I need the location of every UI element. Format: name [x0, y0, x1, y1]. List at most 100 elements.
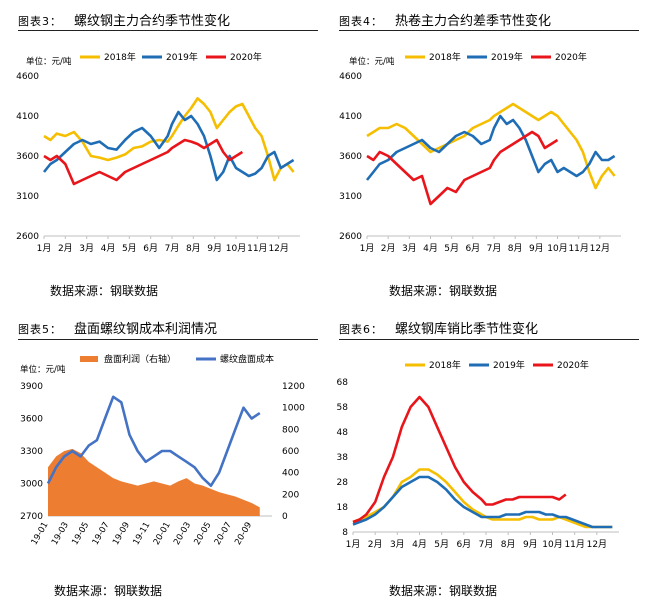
- series-line: [366, 130, 559, 206]
- y2-tick-label: 800: [282, 425, 299, 435]
- chart-panel-4: 图表6： 螺纹钢库销比季节性变化 8 18 28 38 48 58 68 1月 2月 3月 4月 5月 6…: [323, 304, 646, 608]
- y-tick-label: 3600: [20, 415, 43, 425]
- legend-label: 2018年: [429, 359, 461, 371]
- y2-tick-label: 400: [282, 469, 299, 479]
- y-tick-label: 3300: [20, 447, 43, 457]
- x-tick-label: 7月: [165, 243, 180, 254]
- x-tick-label: 1月: [360, 243, 375, 254]
- y-tick-label: 48: [337, 428, 349, 438]
- x-tick-label: 20-09: [233, 521, 254, 547]
- legend-label: 螺纹盘面成本: [220, 353, 274, 365]
- chart-title-text-1: 螺纹钢主力合约季节性变化: [74, 14, 231, 29]
- x-tick-label: 19-01: [30, 521, 51, 547]
- legend-label: 2018年: [429, 51, 461, 63]
- x-tick-label: 19-07: [91, 521, 112, 547]
- y-tick-label: 68: [337, 378, 349, 388]
- chart-4-svg: 8 18 28 38 48 58 68 1月 2月 3月 4月 5月 6月 7月 8月 9月 10月 11月 12月…: [337, 359, 619, 550]
- y-tick-label: 58: [337, 403, 349, 413]
- title-rule-3: [18, 339, 318, 340]
- chart-1-svg: 单位：元/吨 2600 3100 3600 4100 4600 1月 2月 3月 4月 5月 6月 7月…: [16, 51, 300, 254]
- x-tick-label: 12月: [587, 539, 607, 550]
- unit-label: 单位：元/吨: [26, 56, 72, 67]
- y-tick-label: 2700: [20, 512, 43, 522]
- x-tick-label: 1月: [346, 539, 361, 550]
- x-tick-label: 9月: [207, 243, 222, 254]
- chart-title-1: 图表3： 螺纹钢主力合约季节性变化: [18, 10, 230, 29]
- x-tick-label: 3月: [402, 243, 417, 254]
- chart-title-2: 图表4： 热卷主力合约差季节性变化: [339, 10, 551, 29]
- x-tick-label: 9月: [523, 539, 538, 550]
- x-tick-label: 3月: [390, 539, 405, 550]
- x-tick-label: 19-11: [131, 521, 152, 547]
- y-tick-label: 3600: [16, 152, 39, 162]
- data-source-1: 数据来源：钢联数据: [50, 284, 159, 298]
- legend-label: 2018年: [104, 51, 136, 63]
- title-rule-2: [339, 30, 639, 31]
- chart-title-text-2: 热卷主力合约差季节性变化: [395, 14, 552, 29]
- y-tick-label: 4600: [339, 72, 362, 82]
- series-line: [43, 138, 244, 186]
- y-tick-label: 3000: [20, 480, 43, 490]
- chart-title-4: 图表6： 螺纹钢库销比季节性变化: [339, 318, 538, 337]
- x-tick-label: 6月: [143, 243, 158, 254]
- x-tick-label: 20-05: [192, 521, 213, 547]
- x-tick-label: 7月: [479, 539, 494, 550]
- y-tick-label: 3100: [339, 192, 362, 202]
- legend-label: 2020年: [230, 51, 262, 63]
- y-tick-label: 3100: [16, 192, 39, 202]
- series-line: [352, 395, 567, 524]
- series-line: [365, 114, 616, 181]
- y2-tick-label: 200: [282, 490, 299, 500]
- x-tick-label: 6月: [456, 539, 471, 550]
- chart-panel-3: 图表5： 盘面螺纹钢成本利润情况 单位：元/吨 2700 3000 3300 3600 39…: [0, 304, 323, 608]
- legend-label: 盘面利润（右轴）: [104, 353, 176, 365]
- x-tick-label: 19-03: [50, 521, 71, 547]
- chart-tag-4: 图表6：: [339, 323, 383, 336]
- data-source-4: 数据来源：钢联数据: [389, 584, 498, 598]
- y-tick-label: 4100: [339, 112, 362, 122]
- x-tick-label: 20-07: [213, 521, 234, 547]
- x-tick-label: 4月: [423, 243, 438, 254]
- x-tick-label: 11月: [564, 539, 584, 550]
- series-line: [43, 97, 295, 182]
- x-tick-label: 8月: [186, 243, 201, 254]
- y-tick-label: 4100: [16, 112, 39, 122]
- title-rule-1: [18, 30, 318, 31]
- x-tick-label: 10月: [226, 243, 246, 254]
- x-tick-label: 4月: [412, 539, 427, 550]
- legend-label: 2019年: [491, 51, 523, 63]
- x-tick-label: 6月: [465, 243, 480, 254]
- x-tick-label: 19-09: [111, 521, 132, 547]
- chart-title-text-3: 盘面螺纹钢成本利润情况: [74, 322, 218, 337]
- profit-bars: [48, 448, 260, 516]
- unit-label: 单位：元/吨: [349, 56, 395, 67]
- x-tick-label: 5月: [444, 243, 459, 254]
- x-tick-label: 10月: [542, 539, 562, 550]
- chart-2-svg: 单位：元/吨 2600 3100 3600 4100 4600 1月 2月 3月 4月 5月 6月 7月…: [339, 51, 621, 254]
- y-tick-label: 2600: [16, 232, 39, 242]
- series-line: [42, 110, 295, 182]
- chart-tag-2: 图表4：: [339, 15, 383, 28]
- chart-tag-3: 图表5：: [18, 323, 62, 336]
- x-tick-label: 8月: [501, 539, 516, 550]
- x-tick-label: 7月: [487, 243, 502, 254]
- x-tick-label: 20-03: [172, 521, 193, 547]
- x-tick-label: 11月: [247, 243, 267, 254]
- chart-title-text-4: 螺纹钢库销比季节性变化: [395, 322, 539, 337]
- x-tick-label: 8月: [508, 243, 523, 254]
- legend-label: 2019年: [166, 51, 198, 63]
- x-tick-label: 20-01: [152, 521, 173, 547]
- series-line: [352, 468, 613, 529]
- unit-label: 单位：元/吨: [20, 364, 66, 375]
- y-tick-label: 28: [337, 478, 349, 488]
- x-tick-label: 11月: [568, 243, 588, 254]
- x-tick-label: 1月: [37, 243, 52, 254]
- y-tick-label: 2600: [339, 232, 362, 242]
- x-tick-label: 12月: [268, 243, 288, 254]
- x-tick-label: 19-05: [70, 521, 91, 547]
- legend-label: 2020年: [555, 51, 587, 63]
- x-tick-label: 5月: [122, 243, 137, 254]
- x-tick-label: 2月: [368, 539, 383, 550]
- y-tick-label: 18: [337, 503, 349, 513]
- x-tick-label: 2月: [381, 243, 396, 254]
